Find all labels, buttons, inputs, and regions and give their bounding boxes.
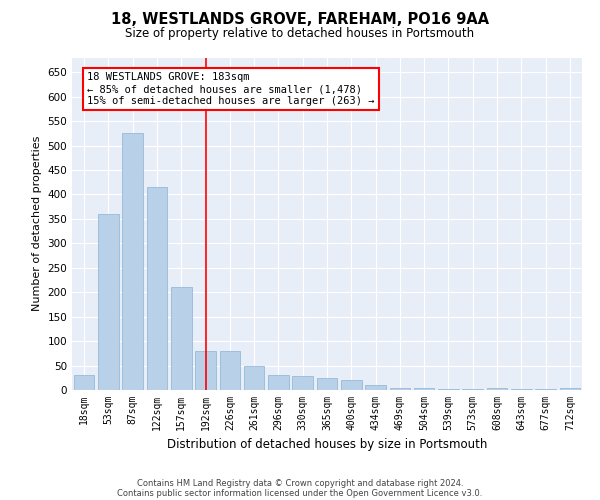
Text: 18, WESTLANDS GROVE, FAREHAM, PO16 9AA: 18, WESTLANDS GROVE, FAREHAM, PO16 9AA	[111, 12, 489, 28]
Text: Contains HM Land Registry data © Crown copyright and database right 2024.: Contains HM Land Registry data © Crown c…	[137, 478, 463, 488]
Bar	[317, 378, 337, 390]
Bar	[220, 351, 240, 390]
Y-axis label: Number of detached properties: Number of detached properties	[32, 136, 42, 312]
Text: Contains public sector information licensed under the Open Government Licence v3: Contains public sector information licen…	[118, 488, 482, 498]
Bar	[98, 214, 119, 390]
Bar	[463, 388, 483, 390]
Bar	[487, 388, 508, 390]
Bar	[560, 388, 580, 390]
Bar	[195, 351, 216, 390]
Bar	[292, 376, 313, 390]
Bar	[74, 376, 94, 390]
Bar	[389, 388, 410, 390]
Bar	[268, 376, 289, 390]
Bar	[535, 388, 556, 390]
Bar	[511, 388, 532, 390]
Bar	[438, 388, 459, 390]
Bar	[414, 388, 434, 390]
Bar	[122, 134, 143, 390]
Bar	[244, 366, 265, 390]
X-axis label: Distribution of detached houses by size in Portsmouth: Distribution of detached houses by size …	[167, 438, 487, 452]
Bar	[365, 385, 386, 390]
Text: 18 WESTLANDS GROVE: 183sqm
← 85% of detached houses are smaller (1,478)
15% of s: 18 WESTLANDS GROVE: 183sqm ← 85% of deta…	[88, 72, 375, 106]
Bar	[146, 187, 167, 390]
Text: Size of property relative to detached houses in Portsmouth: Size of property relative to detached ho…	[125, 28, 475, 40]
Bar	[341, 380, 362, 390]
Bar	[171, 288, 191, 390]
